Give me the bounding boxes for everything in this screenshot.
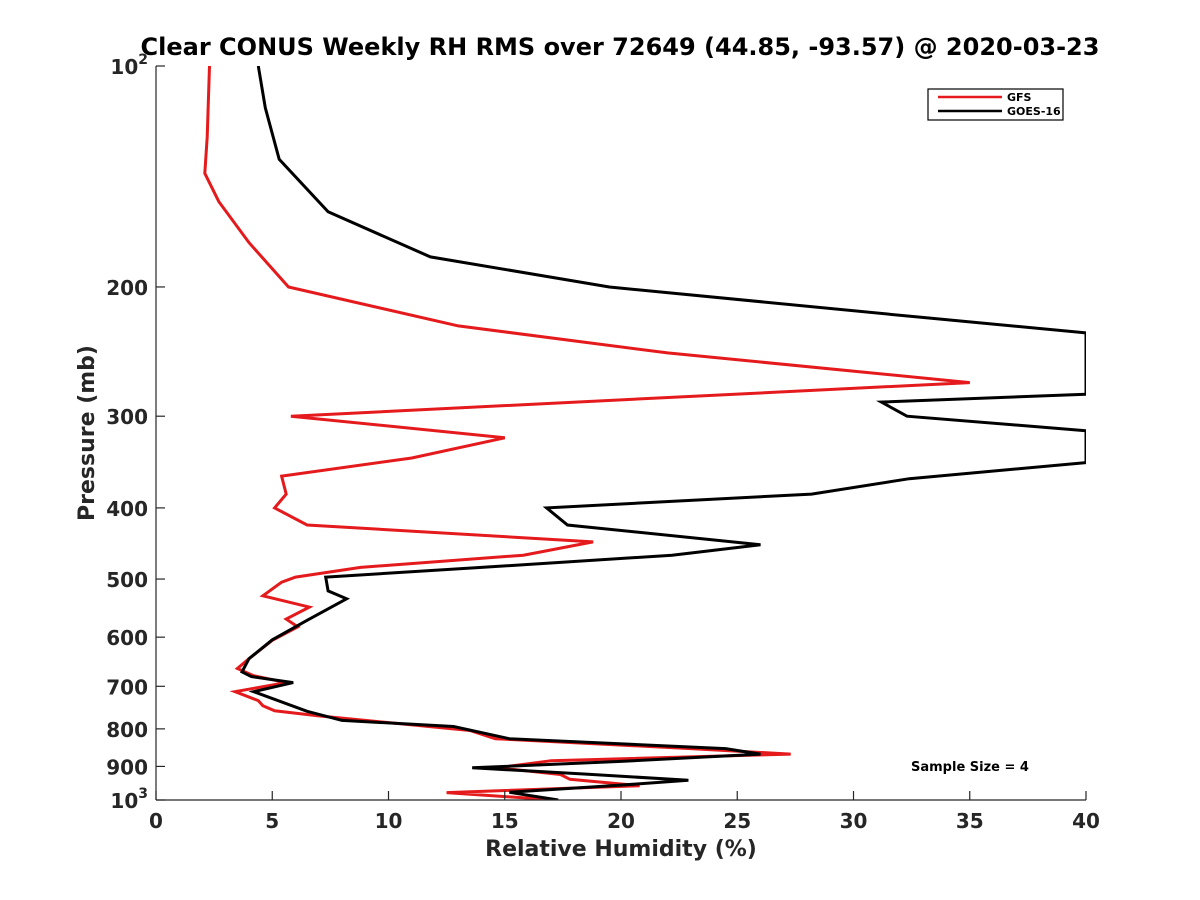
x-tick-label: 20 [607,809,635,833]
y-tick-label: 600 [106,626,148,650]
y-tick-label: 200 [106,276,148,300]
x-axis: 0 5 10 15 20 25 30 35 40 [149,791,1100,833]
legend-box [927,88,1064,121]
x-axis-label: Relative Humidity (%) [485,837,757,862]
legend-label-goes16: GOES-16 [1007,105,1061,118]
x-tick-label: 25 [723,809,751,833]
series-group [203,66,1086,800]
y-axis-label: Pressure (mb) [75,345,100,521]
x-tick-label: 0 [149,809,163,833]
y-tick-label: 800 [106,718,148,742]
y-tick-label: 300 [106,405,148,429]
y-tick-label: 700 [106,675,148,699]
y-tick-label: 400 [106,497,148,521]
x-tick-label: 40 [1072,809,1100,833]
x-tick-label: 15 [491,809,519,833]
x-tick-label: 10 [375,809,403,833]
series-line-goes-16 [239,66,1086,800]
y-tick-label: 900 [106,755,148,779]
x-tick-label: 5 [265,809,279,833]
x-tick-label: 35 [956,809,984,833]
legend-label-gfs: GFS [1007,91,1032,104]
sample-size-annotation: Sample Size = 4 [911,760,1029,775]
chart-title: Clear CONUS Weekly RH RMS over 72649 (44… [141,33,1100,61]
x-tick-label: 30 [840,809,868,833]
y-tick-label: 500 [106,568,148,592]
legend: GFS GOES-16 [927,88,1064,121]
